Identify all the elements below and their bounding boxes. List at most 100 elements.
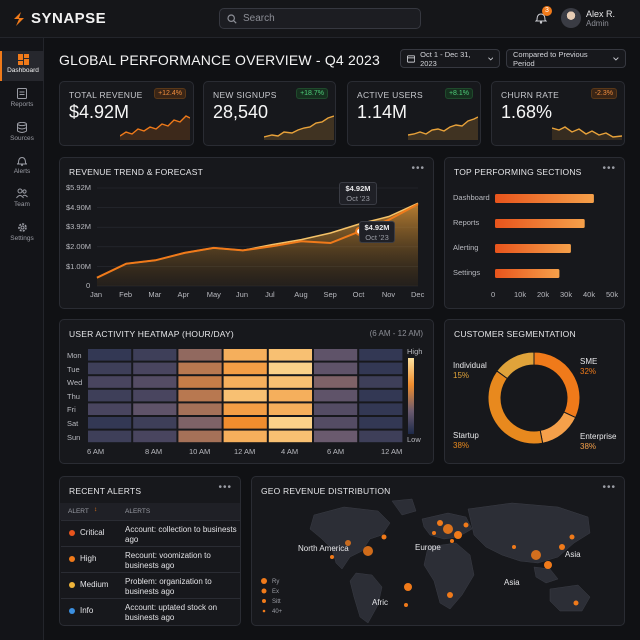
avatar[interactable] <box>561 8 581 28</box>
severity-dot <box>69 608 75 614</box>
kpi-label: ACTIVE USERS <box>357 90 423 100</box>
heatmap-cell[interactable] <box>178 417 222 429</box>
heatmap-cell[interactable] <box>178 362 222 375</box>
heatmap-cell[interactable] <box>268 376 312 388</box>
kpi-value: 1.14M <box>357 102 408 122</box>
heatmap-cell[interactable] <box>268 403 312 415</box>
heatmap-cell[interactable] <box>268 362 312 375</box>
top-bar: SYNAPSE Search 3 Alex R. Admin <box>0 0 640 38</box>
kpi-card-total-revenue[interactable]: TOTAL REVENUE $4.92M +12.4% <box>59 81 194 146</box>
heatmap-cell[interactable] <box>359 403 403 415</box>
more-options-icon[interactable]: ••• <box>218 482 232 493</box>
heatmap-cell[interactable] <box>268 430 312 443</box>
user-menu[interactable]: Alex R. Admin <box>586 9 615 29</box>
table-row[interactable]: Critical Account: collection to businest… <box>61 520 240 546</box>
sidebar-item-alerts[interactable]: Alerts <box>0 152 44 182</box>
x-tick: Nov <box>381 290 396 299</box>
donut-slice-sme[interactable] <box>533 351 581 419</box>
heatmap-cell[interactable] <box>314 362 358 375</box>
sidebar-item-dashboard[interactable]: Dashboard <box>0 51 44 81</box>
more-options-icon[interactable]: ••• <box>602 163 616 174</box>
heatmap-cell[interactable] <box>268 349 312 361</box>
more-options-icon[interactable]: ••• <box>602 482 616 493</box>
heatmap-cell[interactable] <box>359 389 403 402</box>
user-role: Admin <box>586 19 609 28</box>
heatmap-cell[interactable] <box>223 430 267 443</box>
heatmap-cell[interactable] <box>359 362 403 375</box>
heatmap-cell[interactable] <box>178 376 222 388</box>
heatmap-cell[interactable] <box>178 430 222 443</box>
kpi-delta-badge: -2.3% <box>590 88 617 99</box>
kpi-card-active-users[interactable]: ACTIVE USERS 1.14M +8.1% <box>347 81 481 146</box>
heatmap-cell[interactable] <box>223 389 267 402</box>
heatmap-cell[interactable] <box>223 376 267 388</box>
sidebar-item-sources[interactable]: Sources <box>0 119 44 149</box>
heatmap-cell[interactable] <box>88 430 132 443</box>
heatmap-cell[interactable] <box>88 403 132 415</box>
heatmap-cell[interactable] <box>314 349 358 361</box>
table-row[interactable]: Medium Problem: organization to businest… <box>61 572 240 598</box>
segment-name: Enterprise <box>580 432 617 441</box>
heatmap-cell[interactable] <box>133 349 177 361</box>
heatmap-cell[interactable] <box>88 362 132 375</box>
donut-slice-startup[interactable] <box>487 370 544 445</box>
heatmap-cell[interactable] <box>314 376 358 388</box>
heatmap-cell[interactable] <box>359 417 403 429</box>
sidebar-item-settings[interactable]: Settings <box>0 219 44 249</box>
sidebar-item-reports[interactable]: Reports <box>0 85 44 115</box>
donut-slice-enterprise[interactable] <box>539 411 577 444</box>
heatmap-cell[interactable] <box>314 389 358 402</box>
sidebar-item-label: Team <box>14 201 30 208</box>
heatmap-cell[interactable] <box>178 403 222 415</box>
bar-alerting[interactable] <box>495 244 571 253</box>
heatmap-cell[interactable] <box>359 430 403 443</box>
heatmap-cell[interactable] <box>88 376 132 388</box>
heatmap-cell[interactable] <box>268 389 312 402</box>
search-box[interactable]: Search <box>219 8 421 29</box>
heatmap-row-label: Fri <box>67 405 76 415</box>
heatmap-cell[interactable] <box>223 349 267 361</box>
kpi-card-churn-rate[interactable]: CHURN RATE 1.68% -2.3% <box>491 81 625 146</box>
heatmap-cell[interactable] <box>314 430 358 443</box>
segment-name: Startup <box>453 431 479 440</box>
bar-reports[interactable] <box>495 219 585 228</box>
kpi-card-new-signups[interactable]: NEW SIGNUPS 28,540 +18.7% <box>203 81 336 146</box>
heatmap-cell[interactable] <box>268 417 312 429</box>
heatmap-cell[interactable] <box>133 362 177 375</box>
heatmap-row-label: Wed <box>67 378 83 388</box>
heatmap-cell[interactable] <box>223 417 267 429</box>
more-options-icon[interactable]: ••• <box>411 163 425 174</box>
map-hotspot <box>512 545 516 549</box>
bar-settings[interactable] <box>495 269 560 278</box>
heatmap-cell[interactable] <box>314 417 358 429</box>
x-tick: Jul <box>265 290 275 299</box>
search-icon <box>227 13 237 24</box>
date-range-picker[interactable]: Oct 1 - Dec 31, 2023 <box>400 49 500 68</box>
comparison-select[interactable]: Compared to Previous Period <box>506 49 626 68</box>
heatmap-cell[interactable] <box>133 403 177 415</box>
heatmap-cell[interactable] <box>178 389 222 402</box>
heatmap-cell[interactable] <box>88 349 132 361</box>
table-row[interactable]: Info Account: uptated stock on businests… <box>61 598 240 624</box>
heatmap-cell[interactable] <box>133 376 177 388</box>
gear-icon <box>17 223 27 232</box>
heatmap-cell[interactable] <box>223 403 267 415</box>
heatmap-cell[interactable] <box>178 349 222 361</box>
heatmap-cell[interactable] <box>133 417 177 429</box>
sidebar-item-team[interactable]: Team <box>0 185 44 215</box>
heatmap-cell[interactable] <box>88 417 132 429</box>
sort-icon[interactable]: ↕ <box>94 506 98 513</box>
app-logo[interactable]: SYNAPSE <box>12 10 106 27</box>
heatmap-cell[interactable] <box>359 376 403 388</box>
bar-dashboard[interactable] <box>495 194 594 203</box>
heatmap-cell[interactable] <box>359 349 403 361</box>
heatmap-cell[interactable] <box>223 362 267 375</box>
table-row[interactable]: High Recount: voomization to businests a… <box>61 546 240 572</box>
heatmap-cell[interactable] <box>88 389 132 402</box>
segment-pct: 38% <box>453 441 470 450</box>
notifications-button[interactable]: 3 <box>534 6 552 29</box>
heatmap-cell[interactable] <box>133 430 177 443</box>
heatmap-cell[interactable] <box>314 403 358 415</box>
heatmap-cell[interactable] <box>133 389 177 402</box>
